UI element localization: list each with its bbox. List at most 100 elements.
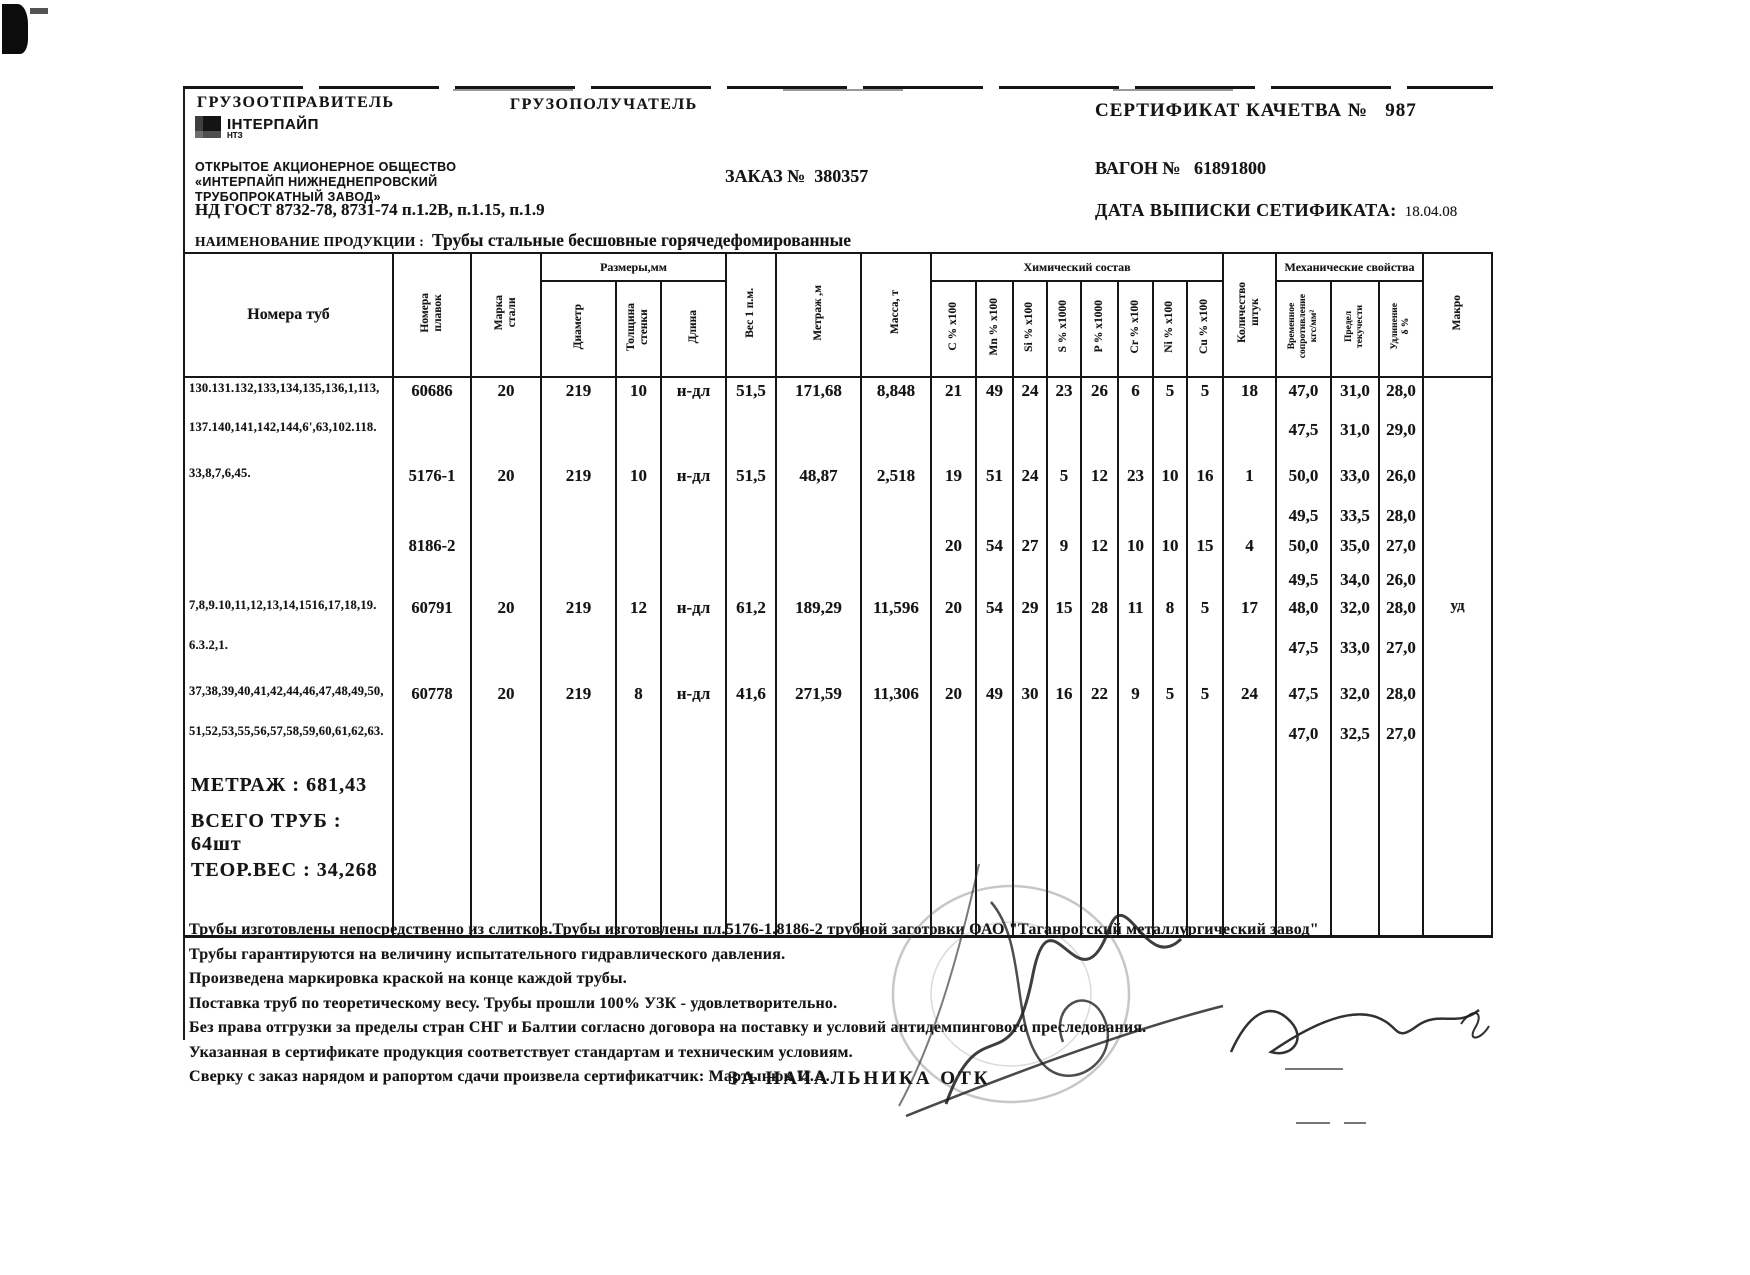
table-cell — [975, 856, 1014, 892]
table-cell — [392, 807, 472, 856]
table-cell — [1185, 503, 1225, 533]
table-cell — [860, 503, 932, 533]
scan-artifact-dash — [1296, 1122, 1330, 1124]
table-cell — [1222, 771, 1278, 807]
col-header-macro: Макро — [1422, 252, 1494, 378]
col-header-tensile: Временное сопротивление кгс/мм² — [1275, 280, 1333, 378]
table-cell — [183, 567, 394, 595]
table-cell — [775, 567, 862, 595]
table-cell — [1378, 755, 1425, 771]
table-cell: 24 — [1222, 681, 1278, 721]
table-cell — [392, 503, 472, 533]
table-cell — [615, 771, 662, 807]
table-cell: 8 — [1152, 595, 1188, 635]
table-cell — [1080, 635, 1119, 665]
col-header-mass: Масса, т — [860, 252, 932, 378]
table-cell — [775, 856, 862, 892]
table-cell — [775, 417, 862, 455]
scan-artifact-corner — [2, 4, 28, 54]
table-cell: 10 — [1117, 533, 1154, 567]
table-cell: 20 — [930, 533, 977, 567]
table-cell — [725, 755, 777, 771]
table-cell: 32,0 — [1330, 595, 1381, 635]
table-cell — [615, 665, 662, 681]
table-cell — [930, 856, 977, 892]
table-cell — [975, 635, 1014, 665]
table-cell — [1185, 721, 1225, 755]
table-row: 49,5 34,0 26,0 — [183, 567, 1494, 595]
table-cell — [1046, 755, 1082, 771]
table-cell: 27,0 — [1378, 721, 1425, 755]
table-cell — [183, 665, 394, 681]
table-cell — [660, 533, 727, 567]
table-cell — [660, 635, 727, 665]
table-cell — [775, 533, 862, 567]
col-header-elongation: Удлинение δ % — [1378, 280, 1425, 378]
table-cell: 16 — [1046, 681, 1082, 721]
table-cell — [470, 892, 542, 936]
table-cell — [1222, 503, 1278, 533]
date-label: ДАТА ВЫПИСКИ СЕТИФИКАТА: — [1095, 200, 1397, 220]
product-value: Трубы стальные бесшовные горячедефомиров… — [432, 230, 852, 250]
table-cell — [1152, 455, 1188, 463]
table-cell: 219 — [540, 463, 617, 503]
table-cell — [1117, 771, 1154, 807]
table-cell — [1185, 892, 1225, 936]
table-cell: 54 — [975, 595, 1014, 635]
document-top-border-gap — [243, 89, 1443, 91]
table-cell: 5 — [1152, 377, 1188, 417]
table-cell — [860, 635, 932, 665]
table-cell: 6.3.2,1. — [183, 635, 394, 665]
table-cell — [392, 567, 472, 595]
table-cell — [1330, 892, 1381, 936]
table-cell — [392, 635, 472, 665]
date-line: ДАТА ВЫПИСКИ СЕТИФИКАТА: 18.04.08 — [1095, 200, 1457, 221]
table-cell — [775, 755, 862, 771]
table-cell — [1046, 567, 1082, 595]
table-cell: 10 — [615, 377, 662, 417]
order-line: ЗАКАЗ № 380357 — [725, 166, 868, 187]
table-cell — [1152, 721, 1188, 755]
table-cell — [1222, 417, 1278, 455]
table-cell: 11,306 — [860, 681, 932, 721]
table-cell — [470, 771, 542, 807]
table-cell — [1275, 755, 1333, 771]
table-cell — [183, 892, 394, 936]
table-cell — [1117, 417, 1154, 455]
table-row: 37,38,39,40,41,42,44,46,47,48,49,50, 6077… — [183, 681, 1494, 721]
table-cell — [660, 417, 727, 455]
table-cell — [1012, 755, 1048, 771]
table-cell — [1378, 771, 1425, 807]
table-cell — [860, 567, 932, 595]
col-header-ni: Ni % x100 — [1152, 280, 1188, 378]
footer-note-line: Указанная в сертификате продукция соотве… — [189, 1043, 853, 1061]
table-cell: 4 — [1222, 533, 1278, 567]
scan-artifact-streak — [30, 8, 48, 14]
col-header-cr: Cr % x100 — [1117, 280, 1154, 378]
table-cell: уд — [1422, 595, 1494, 635]
logo-sub: НТЗ — [227, 131, 243, 140]
nd-gost-line: НД ГОСТ 8732-78, 8731-74 п.1.2В, п.1.15,… — [195, 200, 545, 219]
table-cell: 189,29 — [775, 595, 862, 635]
table-cell — [1422, 665, 1494, 681]
table-cell — [1046, 856, 1082, 892]
table-cell: ТЕОР.ВЕС : 34,268 — [183, 856, 394, 892]
table-cell: 16 — [1185, 463, 1225, 503]
table-cell — [540, 567, 617, 595]
table-cell — [975, 567, 1014, 595]
table-cell: 23 — [1046, 377, 1082, 417]
table-cell: 10 — [1152, 463, 1188, 503]
table-cell — [392, 856, 472, 892]
table-cell — [1185, 807, 1225, 856]
footer-notes: Трубы изготовлены непосредственно из сли… — [189, 918, 1479, 1090]
table-cell: 49,5 — [1275, 567, 1333, 595]
table-cell — [1422, 856, 1494, 892]
table-cell: 47,5 — [1275, 417, 1333, 455]
table-row: 137.140,141,142,144,6',63,102.118. 47,5 31… — [183, 417, 1494, 455]
table-cell — [975, 807, 1014, 856]
interpipe-logo: ІНТЕРПАЙП НТЗ — [195, 116, 319, 140]
table-cell — [1222, 807, 1278, 856]
table-cell: 12 — [1080, 463, 1119, 503]
table-cell — [1275, 856, 1333, 892]
table-cell — [725, 567, 777, 595]
